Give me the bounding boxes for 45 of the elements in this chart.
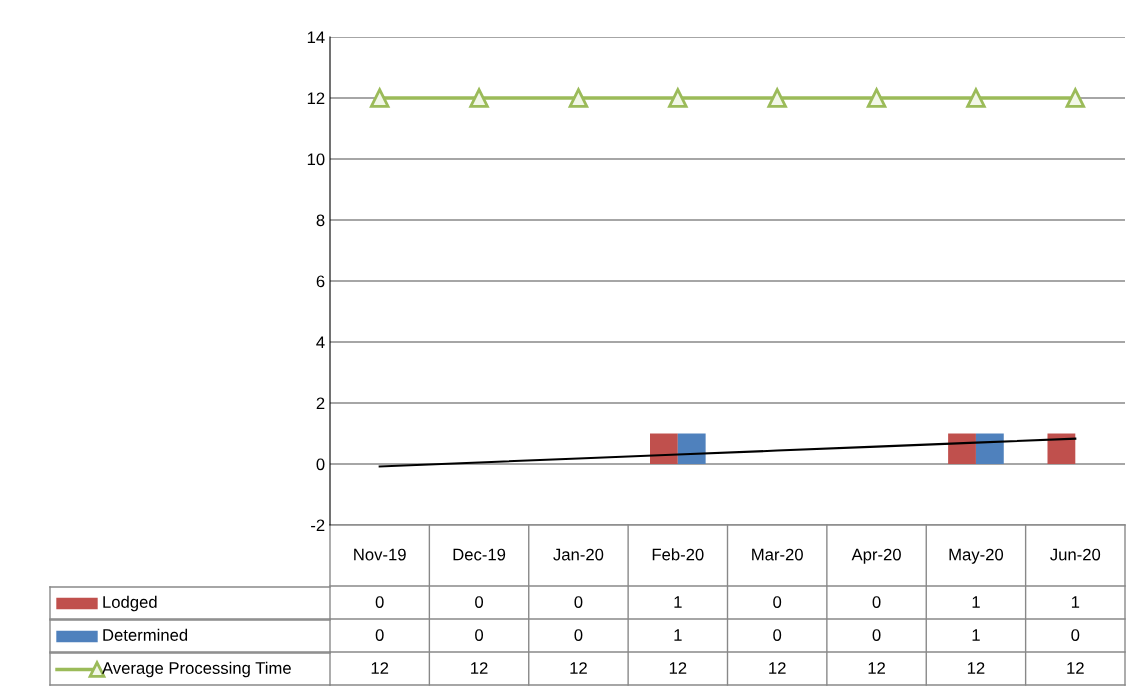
x-tick-label: May-20 (949, 548, 1004, 564)
data-label: 0 (375, 629, 384, 641)
y-tick-label: 0 (316, 458, 325, 471)
y-tick-label: 14 (307, 31, 325, 44)
data-label: 0 (773, 629, 782, 641)
y-tick-label: 4 (316, 336, 325, 349)
data-label: 0 (872, 596, 881, 608)
data-label: 12 (769, 662, 786, 674)
data-label: 0 (574, 629, 583, 641)
data-label: 0 (773, 596, 782, 608)
x-tick-label: Apr-20 (851, 548, 901, 564)
data-label: 12 (1067, 662, 1084, 674)
data-label: 0 (1071, 629, 1080, 641)
data-label: 1 (674, 629, 682, 641)
legend-label: Average Processing Time (102, 661, 291, 678)
data-label: 0 (872, 629, 881, 641)
data-label: 0 (375, 596, 384, 608)
data-label: 12 (371, 662, 389, 674)
x-tick-label: Mar-20 (752, 548, 803, 561)
data-label: 1 (972, 629, 980, 641)
data-label: 1 (972, 596, 980, 608)
data-label: 1 (1071, 596, 1080, 608)
data-label: 12 (967, 662, 985, 674)
data-label: 1 (674, 596, 682, 608)
legend-label: Determined (103, 628, 188, 641)
data-label: 0 (475, 596, 484, 608)
x-tick-label: Jun-20 (1050, 548, 1101, 561)
y-tick-label: 6 (316, 275, 325, 288)
x-tick-label: Dec-19 (453, 548, 506, 561)
y-tick-label: 10 (307, 153, 325, 166)
y-tick-label: -2 (311, 519, 325, 532)
legend-label: Lodged (103, 595, 157, 612)
data-label: 0 (574, 596, 583, 608)
y-tick-label: 2 (316, 397, 325, 410)
data-label: 12 (868, 662, 885, 674)
x-tick-label: Feb-20 (652, 548, 704, 561)
x-tick-label: Jan-20 (553, 548, 604, 561)
data-label: 12 (471, 662, 488, 674)
line-series (378, 437, 1077, 468)
y-tick-label: 12 (307, 92, 325, 105)
data-label: 12 (669, 662, 687, 674)
y-tick-label: 8 (316, 214, 325, 227)
data-label: 12 (570, 662, 587, 674)
data-label: 0 (475, 629, 484, 641)
x-tick-label: Nov-19 (354, 548, 406, 561)
